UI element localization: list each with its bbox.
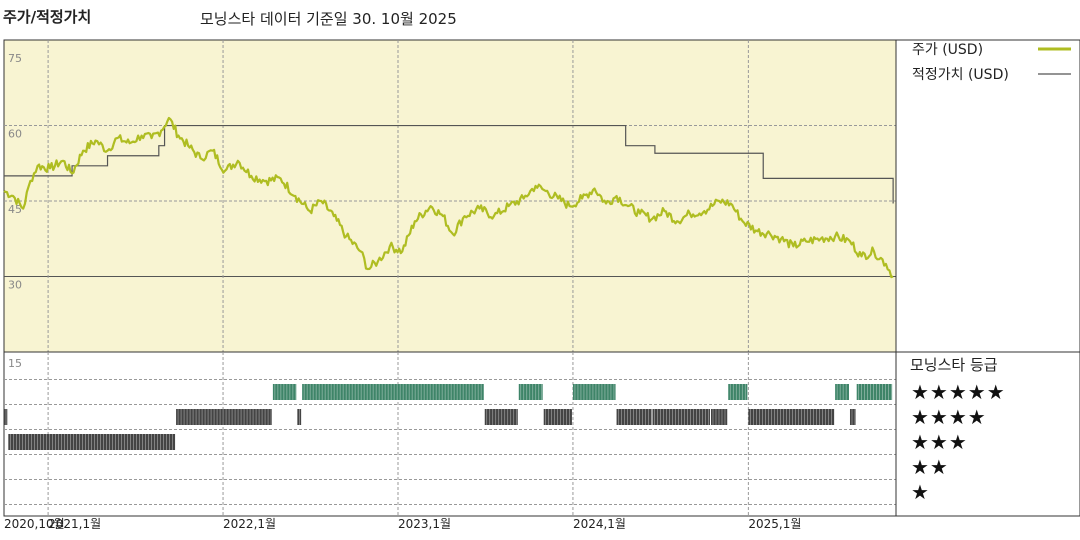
star-label-4: ★★★★ (911, 405, 987, 429)
star-label-5: ★★★★★ (911, 380, 1006, 404)
rating-segment-4-star (710, 409, 728, 425)
rating-legend-title: 모닝스타 등급 (910, 356, 998, 374)
rating-segment-4-star (748, 409, 835, 425)
x-tick-label: 2025,1월 (748, 517, 801, 531)
rating-y-tick: 15 (8, 357, 22, 370)
star-label-1: ★ (911, 480, 930, 504)
rating-segment-5-star (728, 384, 748, 400)
x-tick-label: 2023,1월 (398, 517, 451, 531)
chart-subtitle: 모닝스타 데이터 기준일 30. 10월 2025 (200, 10, 457, 28)
price-line (3, 116, 894, 279)
rating-segment-4-star (484, 409, 518, 425)
rating-segment-4-star (297, 409, 302, 425)
x-tick-label: 2021,1월 (48, 517, 101, 531)
x-tick-label: 2024,1월 (573, 517, 626, 531)
star-label-3: ★★★ (911, 430, 968, 454)
rating-segment-4-star (176, 409, 272, 425)
rating-segment-5-star (518, 384, 543, 400)
rating-segment-3-star (8, 434, 176, 450)
rating-bar (518, 384, 543, 400)
rating-segment-4-star (652, 409, 710, 425)
price-y-axis: 75 60 45 30 (8, 52, 22, 291)
rating-bars (4, 384, 893, 450)
rating-bar (272, 384, 297, 400)
legend-panel (895, 39, 1080, 353)
legend-price-label: 주가 (USD) (912, 42, 983, 58)
rating-bar (572, 384, 616, 400)
rating-segment-4-star (849, 409, 856, 425)
rating-bar (856, 384, 893, 400)
rating-star-labels: ★★★★★★★★★★★★★★★ (911, 380, 1006, 504)
rating-panel-grid (4, 352, 896, 516)
rating-bar (728, 384, 748, 400)
y-tick-label: 75 (8, 52, 22, 65)
price-panel-background (3, 39, 897, 353)
y-tick-label: 60 (8, 128, 22, 141)
rating-segment-5-star (856, 384, 893, 400)
legend-fair-value-label: 적정가치 (USD) (912, 67, 1009, 83)
star-label-2: ★★ (911, 455, 949, 479)
rating-segment-5-star (302, 384, 484, 400)
rating-bar (302, 384, 484, 400)
rating-bar (835, 384, 849, 400)
y-tick-label: 45 (8, 203, 22, 216)
rating-bar (849, 409, 856, 425)
rating-segment-4-star (543, 409, 572, 425)
rating-segment-5-star (835, 384, 849, 400)
rating-bar (4, 409, 8, 425)
x-tick-label: 2020,10월 (4, 517, 65, 531)
rating-segment-4-star (616, 409, 652, 425)
price-series (3, 116, 894, 279)
rating-bar (8, 434, 176, 450)
rating-segment-5-star (272, 384, 297, 400)
y-tick-label: 30 (8, 279, 22, 292)
rating-legend-panel (895, 351, 1080, 517)
x-tick-label: 2022,1월 (223, 517, 276, 531)
section-title: 주가/적정가치 (3, 8, 91, 26)
rating-bar (176, 409, 272, 425)
rating-segment-5-star (572, 384, 616, 400)
rating-segment-4-star (4, 409, 8, 425)
rating-bar (748, 409, 835, 425)
